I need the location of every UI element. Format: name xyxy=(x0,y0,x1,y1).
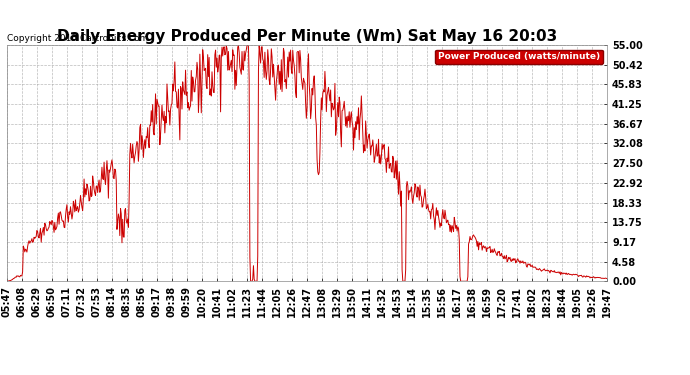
Legend: Power Produced (watts/minute): Power Produced (watts/minute) xyxy=(435,50,602,64)
Text: Copyright 2015 Cartronics.com: Copyright 2015 Cartronics.com xyxy=(7,34,148,43)
Title: Daily Energy Produced Per Minute (Wm) Sat May 16 20:03: Daily Energy Produced Per Minute (Wm) Sa… xyxy=(57,29,558,44)
